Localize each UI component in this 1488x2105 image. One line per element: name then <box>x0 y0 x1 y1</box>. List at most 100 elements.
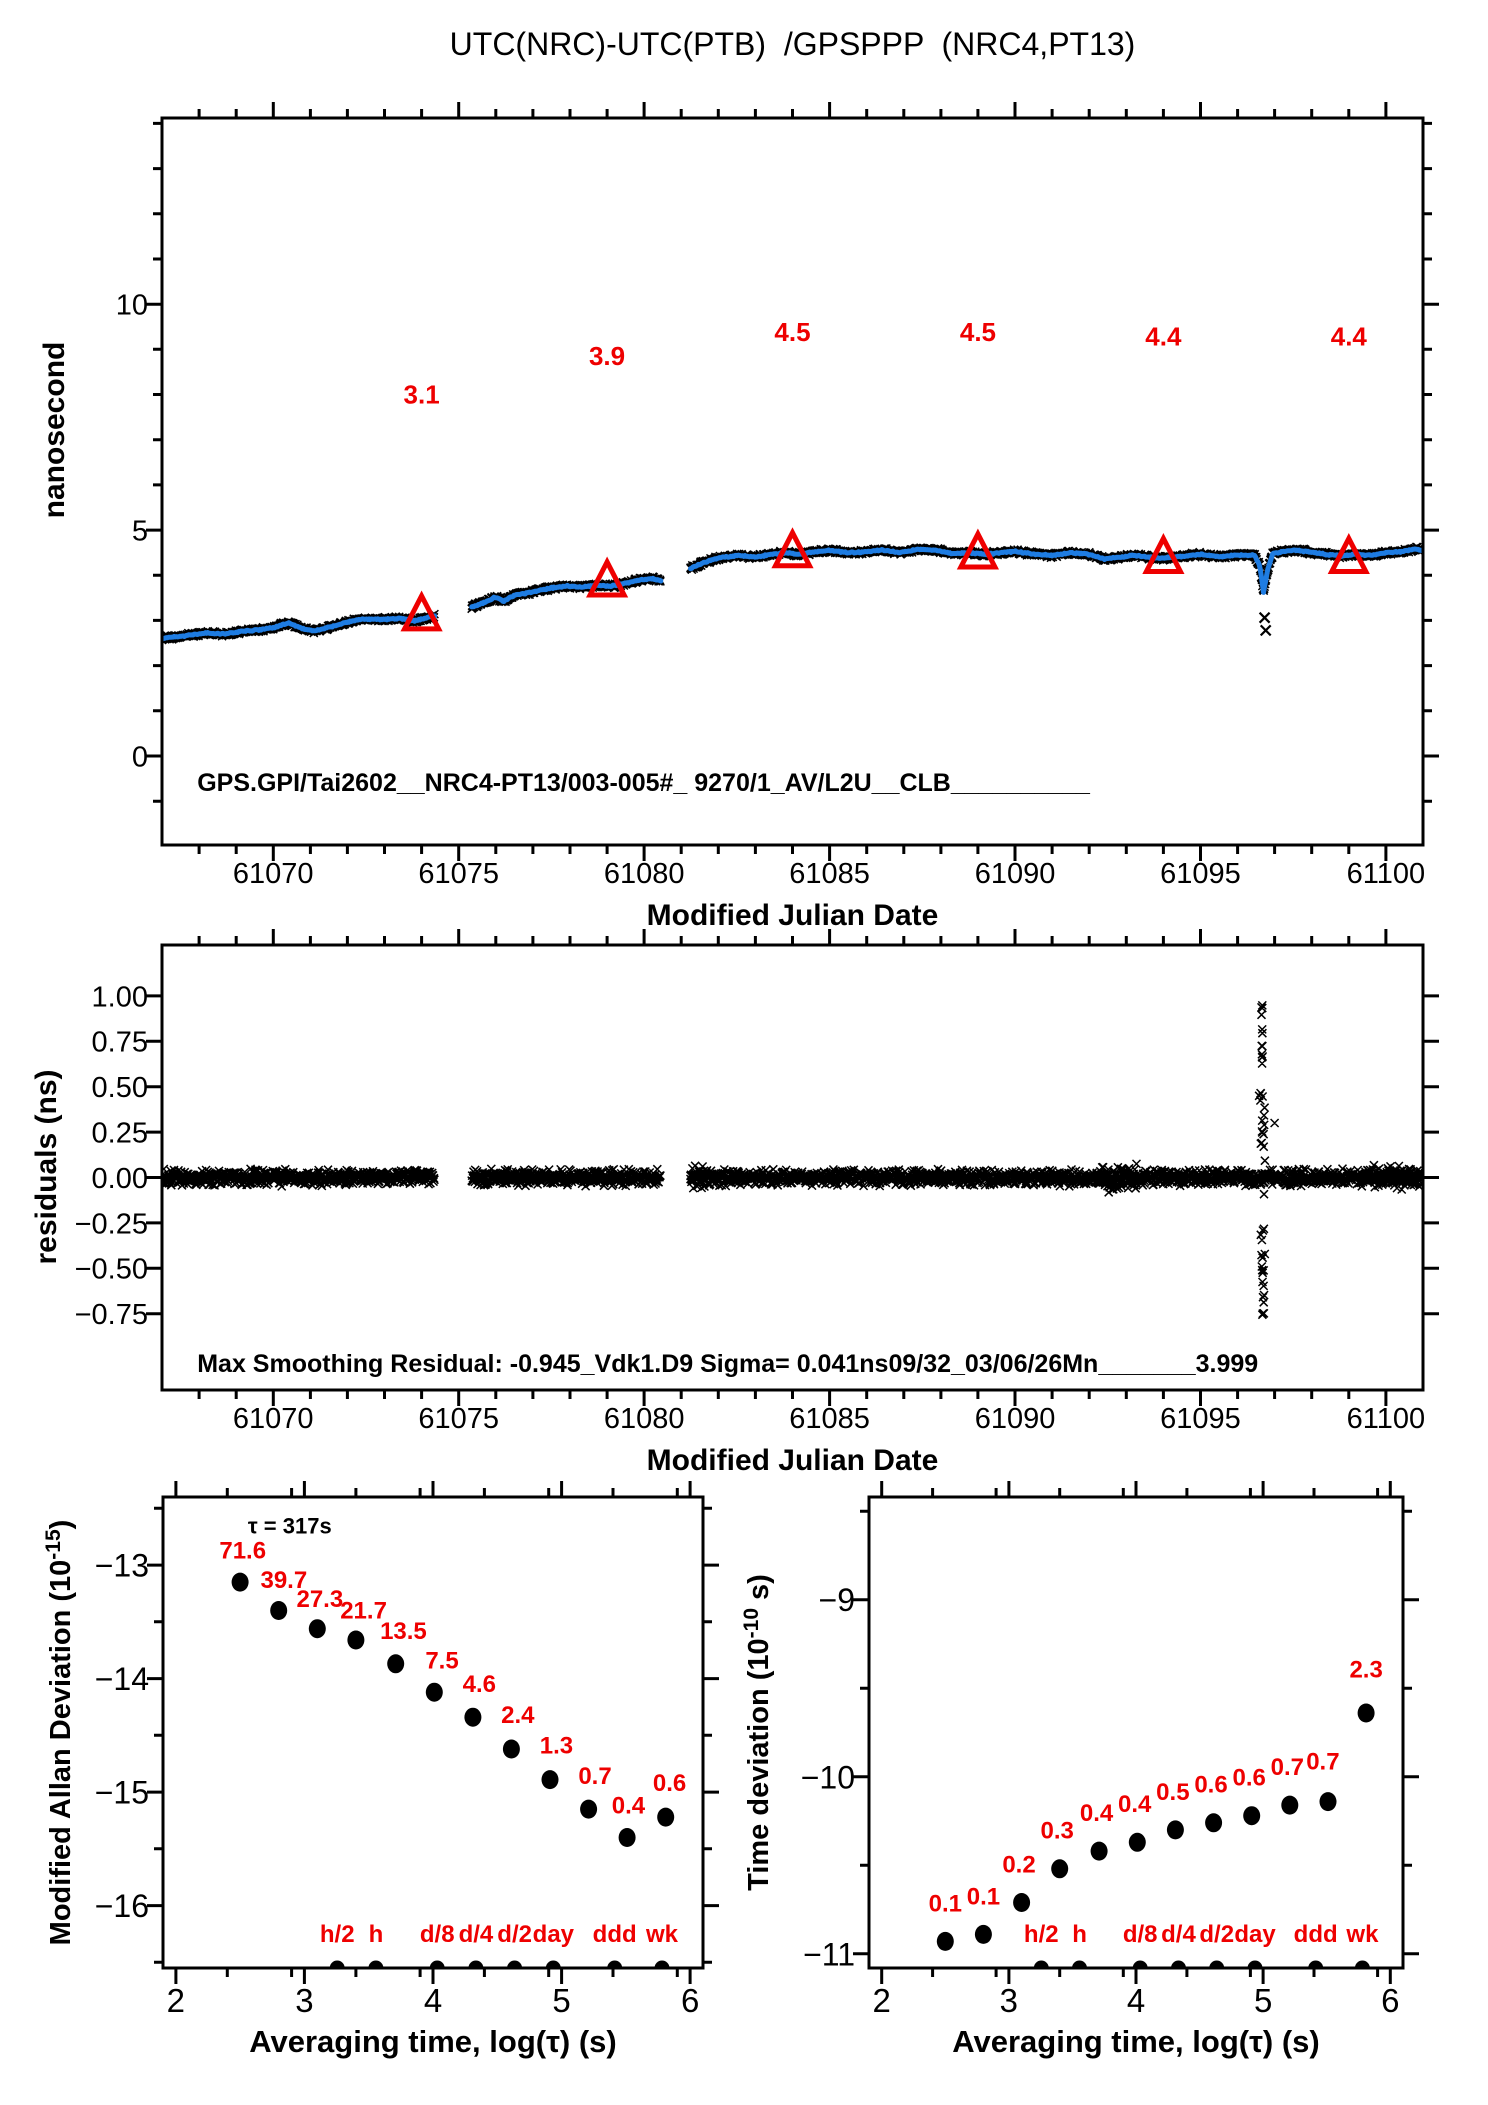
tdev-point <box>936 1931 954 1951</box>
calibration-value-label: 4.5 <box>960 317 996 347</box>
period-marker-label: wk <box>1345 1921 1379 1948</box>
plot-annotation: GPS.GPI/Tai2602__NRC4-PT13/003-005#_ 927… <box>197 769 1091 797</box>
x-tick-label: 61100 <box>1347 858 1426 890</box>
mdev-point <box>270 1601 288 1620</box>
mdev-point <box>502 1739 520 1759</box>
tdev-point <box>1281 1795 1299 1815</box>
period-marker-label: ddd <box>1294 1921 1338 1948</box>
plot-frame <box>161 1495 705 1970</box>
x-tick-label: 5 <box>1254 1982 1272 2019</box>
point-value-label: 21.7 <box>340 1597 387 1624</box>
point-value-label: 39.7 <box>260 1567 307 1594</box>
mdev-point <box>387 1654 405 1674</box>
point-value-label: 7.5 <box>425 1647 458 1674</box>
calibration-value-label: 4.4 <box>1331 321 1368 351</box>
x-tick-label: 4 <box>1127 1982 1145 2019</box>
point-value-label: 1.3 <box>540 1732 573 1759</box>
calibration-triangle <box>400 590 443 632</box>
point-value-label: 0.4 <box>1118 1791 1152 1818</box>
y-tick-label: 10 <box>116 290 148 322</box>
top-panel-data <box>161 542 1424 645</box>
calibration-value-label: 4.4 <box>1145 321 1182 351</box>
period-marker-label: day <box>533 1921 575 1948</box>
x-axis-title: Modified Julian Date <box>647 1444 939 1477</box>
x-axis-title: Averaging time, log(τ) (s) <box>249 2024 617 2059</box>
period-marker-label: d/8 <box>1123 1921 1158 1948</box>
y-tick-label: −11 <box>803 1936 855 1972</box>
y-tick-label: 0.25 <box>92 1118 148 1150</box>
x-tick-label: 61075 <box>418 858 499 890</box>
y-tick-label: 0.50 <box>92 1072 148 1104</box>
point-value-label: 27.3 <box>296 1586 343 1613</box>
page-title: UTC(NRC)-UTC(PTB) /GPSPPP (NRC4,PT13) <box>449 26 1136 62</box>
mdev-point <box>347 1630 365 1650</box>
mdev-data <box>231 1572 675 1847</box>
calibration-value-label: 3.9 <box>589 341 625 371</box>
point-value-label: 0.7 <box>1271 1754 1304 1781</box>
x-tick-label: 61095 <box>1160 858 1241 890</box>
y-tick-label: 0.00 <box>92 1163 148 1195</box>
period-markers: h/2 h d/8 d/4 d/2 day ddd wk <box>1024 1921 1379 1969</box>
y-axis-title: Modified Allan Deviation (10-15) <box>42 1520 77 1946</box>
y-tick-label: −15 <box>95 1775 149 1811</box>
tdev-point <box>1090 1841 1108 1861</box>
top-panel: 3.1 3.9 4.5 4.5 4.4 4.4 GPS.GPI/Tai2602__NRC4-… <box>38 102 1439 932</box>
point-value-label: 0.4 <box>1080 1800 1114 1827</box>
tdev-data <box>936 1703 1375 1951</box>
x-tick-label: 2 <box>873 1982 891 2019</box>
period-marker-label: ddd <box>593 1921 637 1948</box>
y-tick-label: −13 <box>95 1548 149 1584</box>
tdev-point <box>1243 1806 1261 1826</box>
tdev-panel: 0.1 0.10.20.30.4 0.4 0.5 0.6 0.6 0.7 0.72.3h/2 h… <box>740 1481 1419 2059</box>
outlier-points <box>1258 611 1272 637</box>
calibration-triangle <box>585 556 629 598</box>
x-tick-label: 61100 <box>1347 1403 1426 1435</box>
x-tick-label: 61070 <box>233 1403 314 1435</box>
axis-ticks <box>146 102 1439 861</box>
y-axis-title: nanosecond <box>38 342 71 519</box>
point-value-label: 0.4 <box>612 1793 646 1820</box>
point-value-label: 13.5 <box>380 1618 427 1645</box>
point-value-label: 0.6 <box>653 1770 686 1797</box>
calibration-triangle <box>1327 533 1370 574</box>
period-marker-label: h/2 <box>320 1921 355 1948</box>
period-marker-label: d/4 <box>459 1921 494 1948</box>
point-value-label: 0.1 <box>929 1890 962 1917</box>
period-marker-label: d/2 <box>497 1921 532 1948</box>
y-axis-title: Time deviation (10-10 s) <box>740 1574 775 1891</box>
period-marker-label: d/8 <box>420 1921 455 1948</box>
tdev-point <box>1205 1813 1223 1833</box>
point-value-label: 0.6 <box>1194 1772 1227 1799</box>
tdev-point <box>1013 1893 1031 1912</box>
tdev-point <box>974 1924 992 1944</box>
point-value-label: 4.6 <box>463 1671 496 1698</box>
x-tick-label: 61080 <box>604 858 685 890</box>
y-tick-label: −14 <box>95 1661 149 1697</box>
x-tick-label: 2 <box>167 1982 185 2019</box>
y-tick-label: −0.50 <box>75 1254 148 1286</box>
y-tick-label: −9 <box>819 1582 855 1618</box>
x-tick-label: 6 <box>1381 1982 1399 2019</box>
point-value-label: 2.3 <box>1349 1657 1382 1684</box>
plot-frame <box>160 116 1425 847</box>
tau-annotation: τ = 317s <box>248 1513 332 1538</box>
x-tick-label: 3 <box>1000 1982 1018 2019</box>
period-marker-label: wk <box>645 1921 679 1948</box>
mdev-point <box>231 1572 249 1592</box>
x-tick-label: 6 <box>681 1982 699 2019</box>
axis-ticks <box>146 929 1439 1406</box>
tdev-point <box>1166 1820 1184 1840</box>
period-marker-label: d/4 <box>1161 1921 1196 1948</box>
mdev-point <box>580 1799 598 1819</box>
residuals-scatter <box>161 1000 1424 1320</box>
mdev-panel: 71.6 39.727.321.713.57.54.62.41.30.70.4 0.… <box>42 1481 719 2059</box>
mdev-point <box>657 1807 675 1827</box>
y-axis-title: residuals (ns) <box>30 1069 63 1264</box>
calibration-triangle <box>771 527 814 569</box>
x-tick-label: 4 <box>424 1982 442 2019</box>
smoothed-line <box>161 546 1424 642</box>
plot-annotation: Max Smoothing Residual: -0.945_Vdk1.D9 S… <box>197 1350 1258 1378</box>
calibration-value-label: 4.5 <box>774 317 810 347</box>
mdev-point <box>618 1828 636 1847</box>
